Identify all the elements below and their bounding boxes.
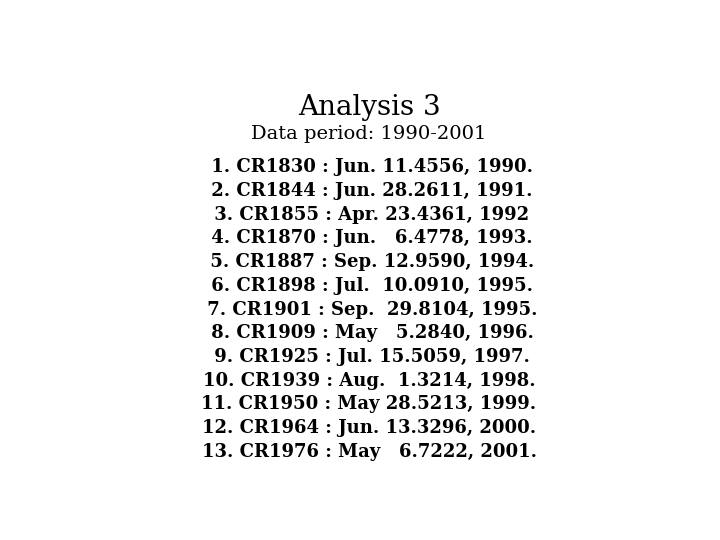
Text: 9. CR1925 : Jul. 15.5059, 1997.: 9. CR1925 : Jul. 15.5059, 1997.	[208, 348, 530, 366]
Text: 5. CR1887 : Sep. 12.9590, 1994.: 5. CR1887 : Sep. 12.9590, 1994.	[204, 253, 534, 271]
Text: 6. CR1898 : Jul.  10.0910, 1995.: 6. CR1898 : Jul. 10.0910, 1995.	[205, 277, 533, 295]
Text: Data period: 1990-2001: Data period: 1990-2001	[251, 125, 487, 143]
Text: 8. CR1909 : May   5.2840, 1996.: 8. CR1909 : May 5.2840, 1996.	[204, 324, 534, 342]
Text: 11. CR1950 : May 28.5213, 1999.: 11. CR1950 : May 28.5213, 1999.	[202, 395, 536, 413]
Text: 7. CR1901 : Sep.  29.8104, 1995.: 7. CR1901 : Sep. 29.8104, 1995.	[201, 301, 537, 319]
Text: 4. CR1870 : Jun.   6.4778, 1993.: 4. CR1870 : Jun. 6.4778, 1993.	[205, 230, 533, 247]
Text: 12. CR1964 : Jun. 13.3296, 2000.: 12. CR1964 : Jun. 13.3296, 2000.	[202, 419, 536, 437]
Text: 1. CR1830 : Jun. 11.4556, 1990.: 1. CR1830 : Jun. 11.4556, 1990.	[205, 158, 533, 177]
Text: 10. CR1939 : Aug.  1.3214, 1998.: 10. CR1939 : Aug. 1.3214, 1998.	[203, 372, 535, 390]
Text: 13. CR1976 : May   6.7222, 2001.: 13. CR1976 : May 6.7222, 2001.	[202, 443, 536, 461]
Text: Analysis 3: Analysis 3	[297, 94, 441, 121]
Text: 3. CR1855 : Apr. 23.4361, 1992: 3. CR1855 : Apr. 23.4361, 1992	[208, 206, 530, 224]
Text: 2. CR1844 : Jun. 28.2611, 1991.: 2. CR1844 : Jun. 28.2611, 1991.	[205, 182, 533, 200]
